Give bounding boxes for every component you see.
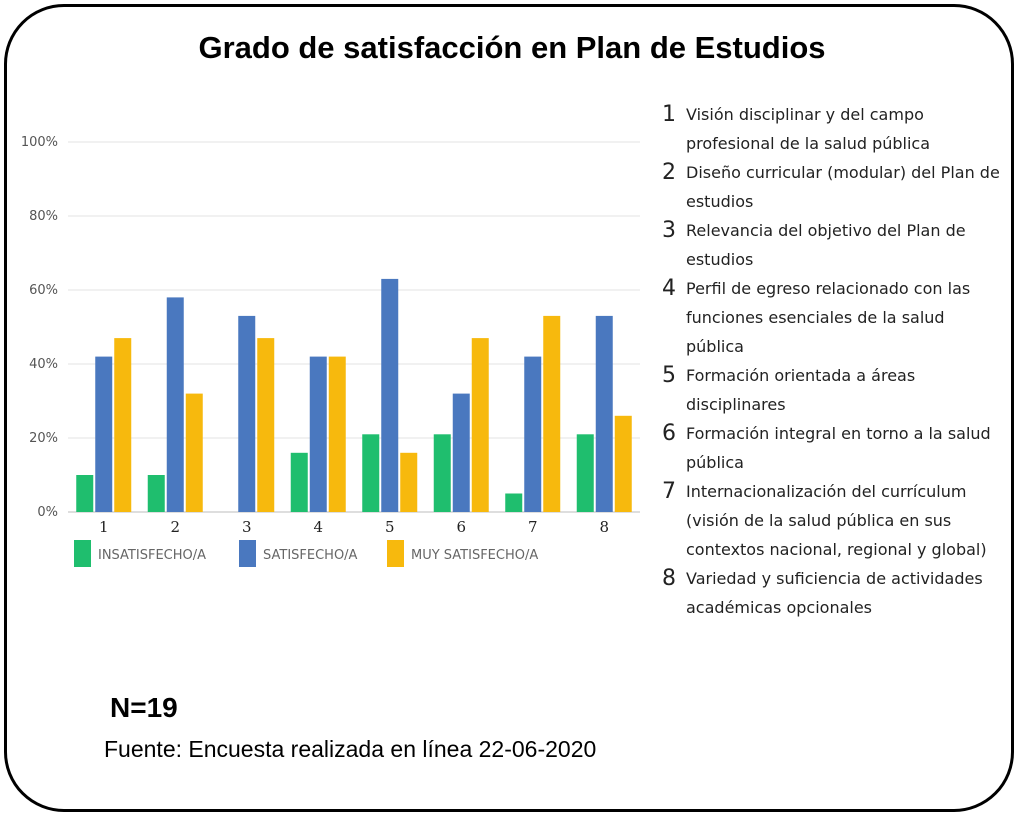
bar [505, 493, 523, 512]
y-tick-label: 20% [29, 431, 58, 446]
bar [166, 297, 184, 512]
category-number: 3 [662, 218, 676, 243]
legend-label: MUY SATISFECHO/A [411, 548, 538, 563]
bar [433, 434, 451, 512]
category-legend-item: 2 Diseño curricular (modular) del Plan d… [662, 158, 1002, 216]
y-tick-label: 0% [37, 505, 58, 520]
category-legend-item: 8 Variedad y suficiencia de actividades … [662, 564, 1002, 622]
bar [114, 338, 132, 512]
legend-swatch [239, 540, 256, 567]
category-legend-item: 1 Visión disciplinar y del campo profesi… [662, 100, 1002, 158]
bar [524, 356, 542, 512]
bar [471, 338, 489, 512]
bar [614, 415, 632, 512]
legend-label: INSATISFECHO/A [98, 548, 206, 563]
category-number: 8 [662, 566, 676, 591]
bar [576, 434, 594, 512]
category-legend-item: 6 Formación integral en torno a la salud… [662, 419, 1002, 477]
category-legend: 1 Visión disciplinar y del campo profesi… [662, 100, 1002, 622]
x-tick-label: 1 [99, 518, 109, 536]
bar [362, 434, 380, 512]
category-number: 6 [662, 421, 676, 446]
category-legend-item: 5 Formación orientada a áreas disciplina… [662, 361, 1002, 419]
y-tick-label: 100% [21, 135, 58, 150]
y-tick-label: 40% [29, 357, 58, 372]
bar [290, 452, 308, 512]
category-legend-item: 7 Internacionalización del currículum (v… [662, 477, 1002, 564]
bar [452, 393, 470, 512]
category-description: Formación integral en torno a la salud p… [686, 424, 991, 472]
source-note: Fuente: Encuesta realizada en línea 22-0… [104, 736, 597, 762]
category-number: 2 [662, 160, 676, 185]
bar [76, 475, 94, 512]
category-legend-item: 4 Perfil de egreso relacionado con las f… [662, 274, 1002, 361]
legend-label: SATISFECHO/A [263, 548, 358, 563]
y-tick-label: 80% [29, 209, 58, 224]
x-tick-label: 7 [528, 518, 538, 536]
category-number: 1 [662, 102, 676, 127]
x-tick-label: 8 [599, 518, 609, 536]
bar [400, 452, 418, 512]
bar [147, 475, 165, 512]
chart-title: Grado de satisfacción en Plan de Estudio… [198, 30, 826, 65]
category-description: Internacionalización del currículum (vis… [686, 482, 987, 559]
category-number: 5 [662, 363, 676, 388]
category-description: Visión disciplinar y del campo profesion… [686, 105, 931, 153]
category-description: Formación orientada a áreas disciplinare… [686, 366, 916, 414]
category-description: Diseño curricular (modular) del Plan de … [686, 163, 1000, 211]
bar [381, 278, 399, 512]
x-tick-label: 2 [170, 518, 180, 536]
category-number: 4 [662, 276, 676, 301]
bar [257, 338, 275, 512]
bar [238, 315, 256, 512]
x-tick-label: 5 [385, 518, 395, 536]
x-tick-label: 3 [242, 518, 252, 536]
bar-chart: 0% 20% 40% 60% 80% 100% 1 2 3 4 5 6 7 8 INSATISFECHO/A… [21, 135, 640, 567]
category-description: Perfil de egreso relacionado con las fun… [686, 279, 971, 356]
category-description: Variedad y suficiencia de actividades ac… [686, 569, 983, 617]
bar [309, 356, 327, 512]
y-tick-label: 60% [29, 283, 58, 298]
category-number: 7 [662, 479, 676, 504]
category-description: Relevancia del objetivo del Plan de estu… [686, 221, 966, 269]
x-tick-label: 4 [313, 518, 323, 536]
bar [328, 356, 346, 512]
legend-swatch [74, 540, 91, 567]
category-legend-item: 3 Relevancia del objetivo del Plan de es… [662, 216, 1002, 274]
sample-size: N=19 [110, 692, 178, 723]
x-tick-label: 6 [456, 518, 466, 536]
bar [595, 315, 613, 512]
bar [543, 315, 561, 512]
legend-swatch [387, 540, 404, 567]
bar [185, 393, 203, 512]
bar [95, 356, 113, 512]
